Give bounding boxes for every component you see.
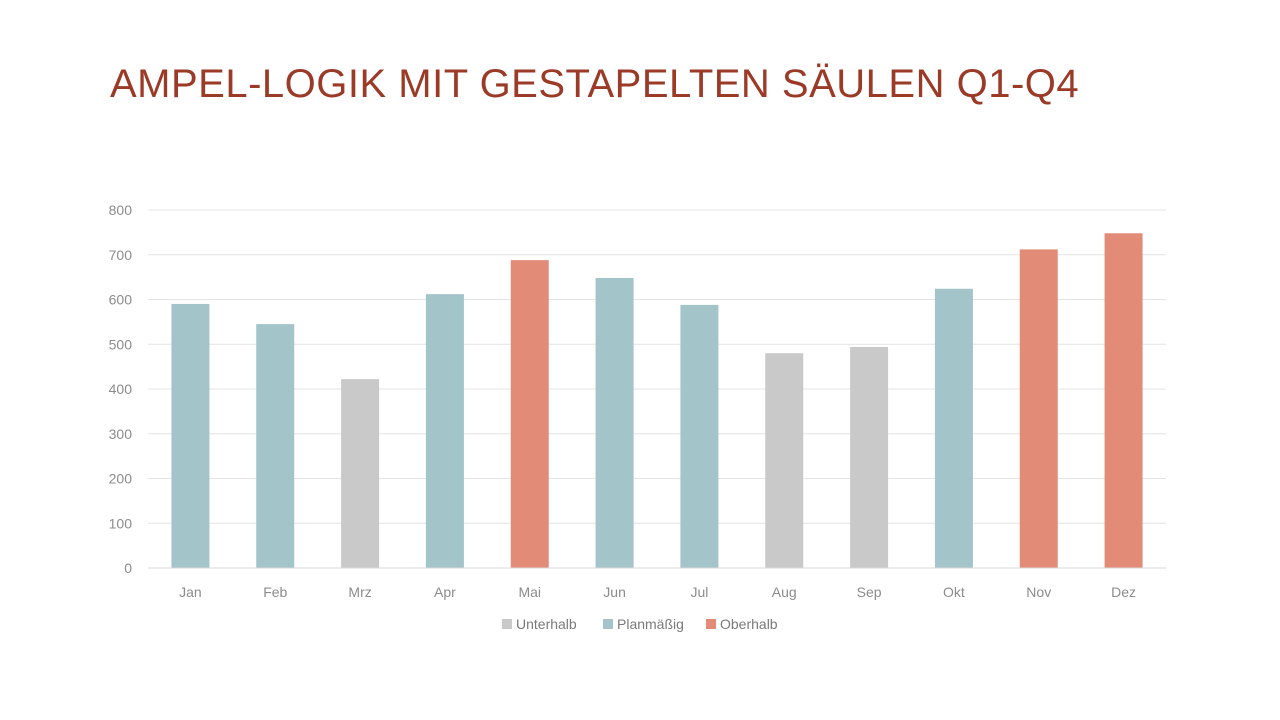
bars [171,233,1143,568]
y-tick-label: 400 [109,381,133,397]
bar-jan-planmäßig [171,303,210,568]
bar-mai-oberhalb [510,260,549,568]
bar-jul-planmäßig [680,304,719,568]
legend-label: Planmäßig [617,616,684,632]
x-tick-label: Nov [1026,584,1051,600]
y-axis-ticks: 0 100 200 300 400 500 600 700 800 [109,202,133,576]
slide-title: AMPEL-LOGIK MIT GESTAPELTEN SÄULEN Q1-Q4 [110,62,1080,106]
bar-feb-planmäßig [256,324,295,568]
legend-swatch-unterhalb [502,619,512,629]
x-tick-label: Mrz [348,584,371,600]
y-tick-label: 800 [109,202,133,218]
bar-okt-planmäßig [934,288,973,568]
x-tick-label: Okt [943,584,965,600]
legend-label: Oberhalb [720,616,778,632]
x-tick-label: Mai [518,584,541,600]
legend-swatch-oberhalb [706,619,716,629]
x-tick-label: Jan [179,584,202,600]
x-tick-label: Apr [434,584,456,600]
y-tick-label: 500 [109,336,133,352]
x-tick-label: Jul [690,584,708,600]
gridlines [148,209,1166,524]
x-tick-label: Dez [1111,584,1136,600]
legend: Unterhalb Planmäßig Oberhalb [502,616,778,632]
bar-nov-oberhalb [1019,249,1058,568]
y-tick-label: 200 [109,471,133,487]
y-tick-label: 700 [109,247,133,263]
y-tick-label: 600 [109,292,133,308]
x-tick-label: Sep [857,584,882,600]
x-tick-label: Feb [263,584,287,600]
x-tick-label: Aug [772,584,797,600]
y-tick-label: 0 [124,560,132,576]
x-axis-ticks: Jan Feb Mrz Apr Mai Jun Jul Aug Sep Okt Nov Dez [179,584,1136,600]
bar-aug-unterhalb [765,353,804,568]
legend-label: Unterhalb [516,616,577,632]
y-tick-label: 100 [109,515,133,531]
bar-sep-unterhalb [850,346,889,568]
legend-swatch-planmäßig [603,619,613,629]
bar-jun-planmäßig [595,278,634,568]
bar-apr-planmäßig [425,294,464,568]
bar-mrz-unterhalb [341,379,380,568]
bar-dez-oberhalb [1104,233,1143,568]
x-tick-label: Jun [603,584,626,600]
y-tick-label: 300 [109,426,133,442]
